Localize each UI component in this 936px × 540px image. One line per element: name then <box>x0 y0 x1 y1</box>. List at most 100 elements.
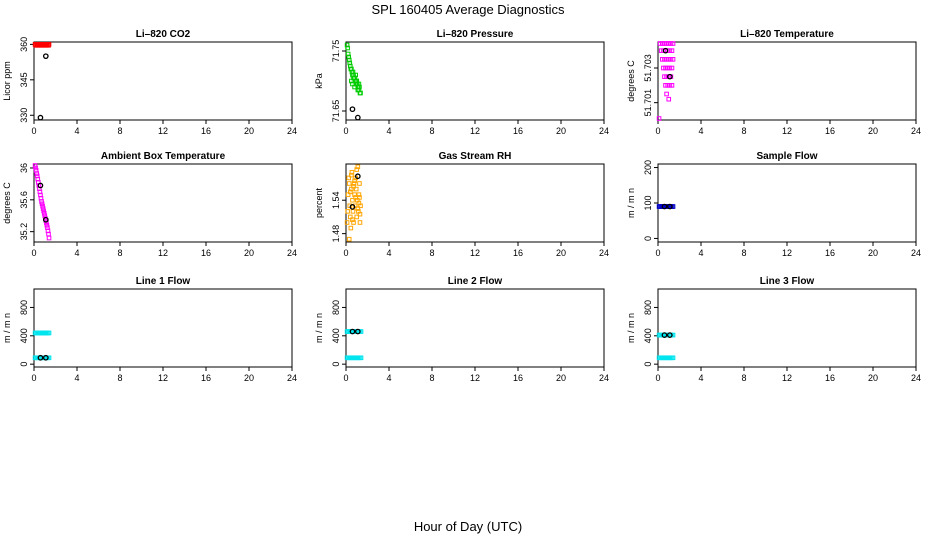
data-point <box>46 43 51 48</box>
x-tick-label: 12 <box>158 126 168 136</box>
x-tick-label: 16 <box>825 373 835 383</box>
data-point <box>345 45 350 51</box>
data-point <box>669 83 675 88</box>
data-point <box>39 199 44 204</box>
data-point <box>670 355 676 361</box>
x-tick-label: 0 <box>31 248 36 258</box>
average-point <box>37 354 44 361</box>
y-axis-label: Licor ppm <box>2 61 12 101</box>
data-point <box>656 116 662 121</box>
x-tick-label: 20 <box>244 248 254 258</box>
y-axis-label: degrees C <box>2 182 12 224</box>
data-point <box>669 65 675 71</box>
figure-title: SPL 160405 Average Diagnostics <box>372 2 565 17</box>
y-tick-label: 71.65 <box>331 100 341 123</box>
y-tick-label: 0 <box>19 362 29 367</box>
data-point <box>666 96 672 102</box>
x-tick-label: 16 <box>201 126 211 136</box>
plot-frame <box>33 41 293 121</box>
x-tick-label: 12 <box>470 126 480 136</box>
x-tick-label: 8 <box>429 248 434 258</box>
x-tick-label: 20 <box>556 126 566 136</box>
data-point <box>344 220 350 225</box>
x-tick-label: 4 <box>74 126 79 136</box>
data-point <box>347 60 353 66</box>
data-point <box>33 165 38 171</box>
plot-frame <box>345 163 605 243</box>
x-tick-label: 4 <box>74 248 79 258</box>
y-axis-label: m / m n <box>626 188 636 218</box>
y-tick-label: 36 <box>19 163 29 173</box>
data-point <box>350 209 356 214</box>
data-point <box>349 172 354 178</box>
x-tick-label: 8 <box>117 126 122 136</box>
y-tick-label: 360 <box>19 37 29 52</box>
data-point <box>670 332 676 338</box>
data-point <box>357 211 363 217</box>
data-point <box>346 175 351 181</box>
x-tick-label: 0 <box>343 373 348 383</box>
x-tick-label: 24 <box>599 373 609 383</box>
x-tick-label: 0 <box>343 248 348 258</box>
average-point <box>662 47 669 54</box>
x-tick-label: 8 <box>117 373 122 383</box>
x-tick-label: 24 <box>599 126 609 136</box>
y-tick-label: 71.75 <box>331 40 341 63</box>
y-tick-label: 100 <box>643 195 653 210</box>
data-point <box>355 164 361 170</box>
data-point <box>346 54 351 60</box>
data-point <box>344 42 350 48</box>
x-tick-label: 0 <box>655 248 660 258</box>
average-point <box>37 114 44 121</box>
data-point <box>348 189 353 195</box>
data-point <box>348 225 354 231</box>
y-axis-label: degrees C <box>626 60 636 102</box>
data-point <box>346 57 352 63</box>
data-point <box>355 206 361 211</box>
panel-4: Ambient Box Temperature degrees C 0 4 8 12 16 2… <box>2 151 297 258</box>
x-tick-label: 8 <box>741 373 746 383</box>
data-point <box>354 214 360 220</box>
average-point <box>349 106 356 113</box>
average-point <box>666 332 673 338</box>
average-point <box>354 173 361 180</box>
data-point <box>350 197 355 203</box>
x-tick-label: 8 <box>429 126 434 136</box>
data-point <box>358 355 364 361</box>
data-point <box>670 41 676 46</box>
x-tick-label: 16 <box>513 248 523 258</box>
figure-x-axis-label: Hour of Day (UTC) <box>414 519 522 534</box>
data-point <box>357 181 362 186</box>
x-tick-label: 4 <box>386 248 391 258</box>
y-tick-label: 0 <box>643 362 653 367</box>
y-tick-label: 0 <box>643 236 653 241</box>
y-tick-label: 800 <box>331 300 341 315</box>
data-point <box>353 186 359 192</box>
data-point <box>355 87 361 93</box>
y-tick-label: 0 <box>331 362 341 367</box>
y-tick-label: 1.54 <box>331 191 341 209</box>
data-point <box>46 42 52 47</box>
x-tick-label: 16 <box>825 126 835 136</box>
panel-6: Sample Flow m / m n 0 4 8 12 16 20 24 0 100 200 <box>626 151 921 258</box>
data-point <box>46 330 52 336</box>
average-point <box>349 328 356 335</box>
x-tick-label: 4 <box>698 126 703 136</box>
x-tick-label: 24 <box>599 248 609 258</box>
average-point <box>661 332 668 338</box>
plot-frame <box>345 288 605 368</box>
data-point <box>357 195 362 200</box>
panel-title: Line 2 Flow <box>448 276 503 287</box>
average-point <box>354 114 361 121</box>
data-point <box>356 81 362 87</box>
data-point <box>351 183 356 189</box>
data-point <box>352 192 357 197</box>
data-point <box>350 217 355 223</box>
x-tick-label: 12 <box>782 248 792 258</box>
data-point <box>345 51 351 57</box>
panel-1: Li–820 CO2 Licor ppm 0 4 8 12 16 20 24 330 345 360 <box>2 29 297 136</box>
x-tick-label: 24 <box>911 248 921 258</box>
panel-2: Li–820 Pressure kPa 0 4 8 12 16 20 24 71.65 71.75 <box>314 29 609 136</box>
x-tick-label: 8 <box>741 126 746 136</box>
